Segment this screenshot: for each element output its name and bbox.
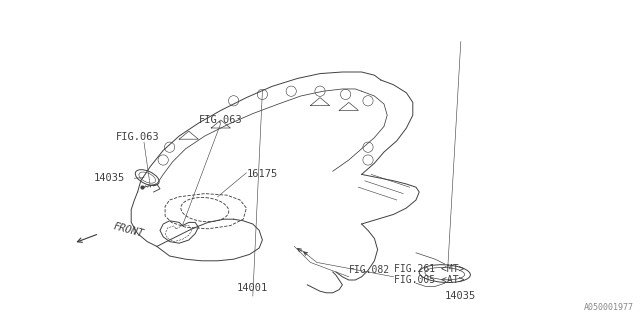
Circle shape bbox=[340, 89, 351, 100]
Text: 16175: 16175 bbox=[246, 169, 278, 180]
Circle shape bbox=[363, 155, 373, 165]
Circle shape bbox=[286, 86, 296, 96]
Text: FIG.063: FIG.063 bbox=[116, 132, 159, 142]
Text: FIG.261 <MT>: FIG.261 <MT> bbox=[394, 264, 464, 274]
Text: FIG.063: FIG.063 bbox=[199, 115, 243, 125]
Text: 14035: 14035 bbox=[93, 172, 125, 183]
Text: FIG.082: FIG.082 bbox=[349, 265, 390, 275]
Circle shape bbox=[228, 96, 239, 106]
Text: 14035: 14035 bbox=[445, 291, 476, 301]
Circle shape bbox=[158, 155, 168, 165]
Circle shape bbox=[363, 96, 373, 106]
Text: FRONT: FRONT bbox=[112, 221, 145, 239]
Circle shape bbox=[363, 142, 373, 152]
Circle shape bbox=[315, 86, 325, 96]
Text: A050001977: A050001977 bbox=[584, 303, 634, 312]
Circle shape bbox=[164, 142, 175, 152]
Circle shape bbox=[257, 89, 268, 100]
Text: FIG.005 <AT>: FIG.005 <AT> bbox=[394, 275, 464, 285]
Text: 14001: 14001 bbox=[237, 283, 268, 293]
